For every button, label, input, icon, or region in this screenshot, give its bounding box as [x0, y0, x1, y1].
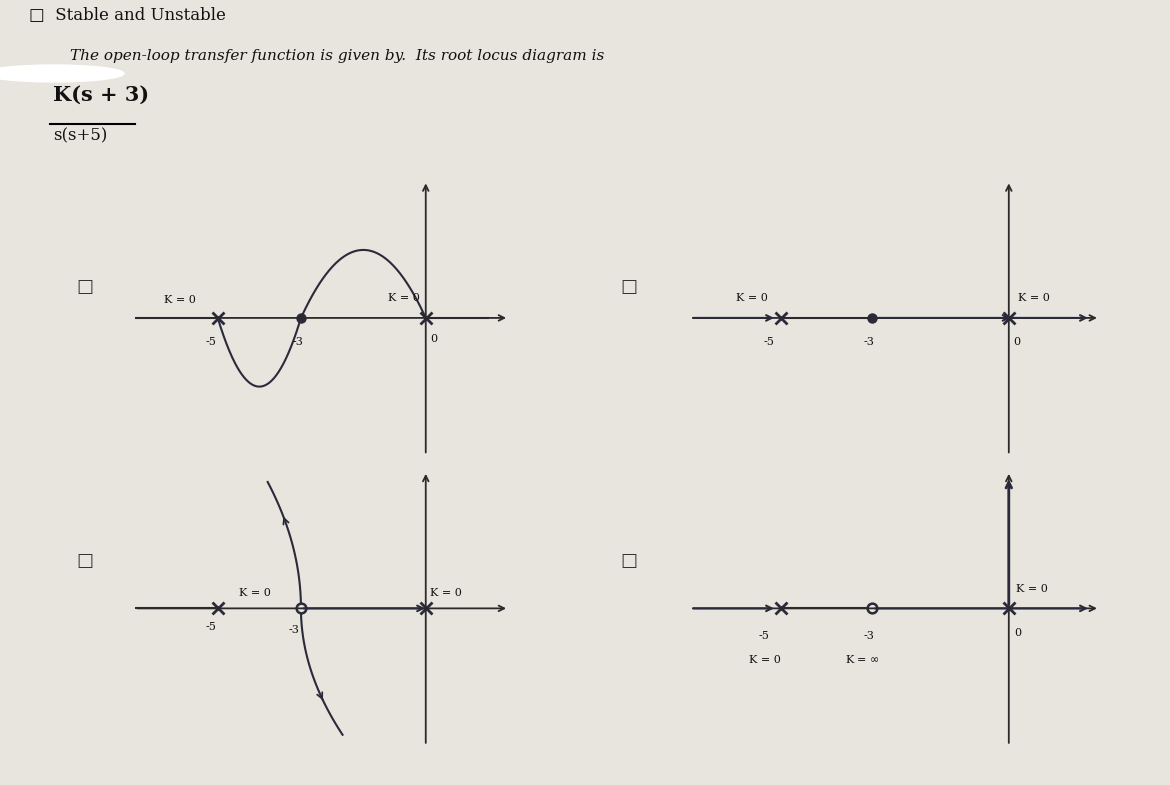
Text: 0: 0	[1013, 337, 1020, 347]
Text: s(s+5): s(s+5)	[53, 127, 106, 144]
Text: K(s + 3): K(s + 3)	[53, 85, 149, 104]
Text: K = 0: K = 0	[1016, 584, 1047, 594]
Text: -5: -5	[205, 337, 216, 347]
Text: -3: -3	[863, 630, 874, 641]
Text: -5: -5	[763, 337, 775, 347]
Text: K = 0: K = 0	[164, 294, 195, 305]
Text: K = 0: K = 0	[429, 588, 462, 598]
Text: -3: -3	[863, 337, 874, 347]
Text: K = 0: K = 0	[736, 293, 768, 303]
Text: -5: -5	[758, 630, 770, 641]
Text: K = 0: K = 0	[1018, 293, 1049, 303]
Text: □: □	[76, 278, 94, 295]
Text: 0: 0	[429, 334, 438, 345]
Text: The open-loop transfer function is given by.  Its root locus diagram is: The open-loop transfer function is given…	[70, 49, 605, 64]
Text: □: □	[620, 278, 638, 295]
Text: K = 0: K = 0	[388, 293, 420, 303]
Text: □  Stable and Unstable: □ Stable and Unstable	[29, 7, 226, 24]
Text: □: □	[620, 553, 638, 570]
Text: -3: -3	[292, 337, 303, 347]
Text: K = $\infty$: K = $\infty$	[845, 653, 880, 666]
Text: -3: -3	[289, 625, 300, 635]
Circle shape	[0, 65, 124, 82]
Text: K = 0: K = 0	[750, 655, 782, 666]
Text: 0: 0	[1014, 628, 1021, 638]
Text: K = 0: K = 0	[239, 588, 270, 598]
Text: -5: -5	[205, 623, 216, 633]
Text: □: □	[76, 553, 94, 570]
